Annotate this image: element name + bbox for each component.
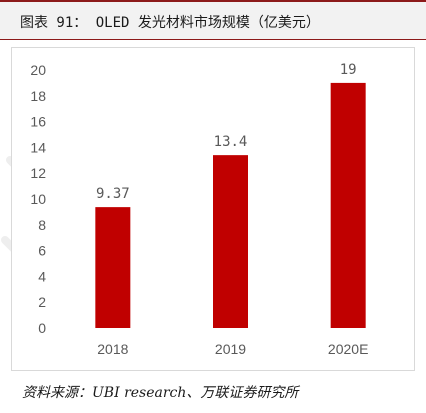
bar-chart: 0 2 4 6 8 10 12 14 16 18 20 9.37 13.4 19 2018 2019 202…: [30, 62, 368, 357]
data-label-2019: 13.4: [214, 134, 248, 150]
y-tick-label: 6: [38, 243, 46, 259]
chart-frame: 0 2 4 6 8 10 12 14 16 18 20 9.37 13.4 19 2018 2019 202…: [11, 47, 415, 371]
y-tick-label: 20: [30, 62, 46, 78]
figure-title-bar: 图表 91： OLED 发光材料市场规模（亿美元）: [0, 0, 426, 40]
x-tick-label-2019: 2019: [215, 341, 246, 357]
y-tick-label: 8: [38, 217, 46, 233]
y-tick-label: 18: [30, 88, 46, 104]
bars: [95, 82, 366, 329]
y-tick-label: 14: [30, 139, 46, 155]
y-tick-label: 0: [38, 320, 46, 336]
figure-title: 图表 91： OLED 发光材料市场规模（亿美元）: [20, 15, 320, 31]
y-tick-label: 10: [30, 191, 46, 207]
bar-2019: [213, 155, 248, 328]
bar-2020E: [330, 82, 366, 329]
data-labels: 9.37 13.4 19: [96, 62, 357, 202]
y-tick-label: 12: [30, 165, 46, 181]
y-tick-label: 16: [30, 114, 46, 130]
y-tick-label: 4: [38, 268, 46, 284]
y-tick-label: 2: [38, 294, 46, 310]
x-tick-label-2018: 2018: [97, 341, 128, 357]
data-label-2020E: 19: [340, 62, 357, 78]
y-axis: 0 2 4 6 8 10 12 14 16 18 20: [30, 62, 46, 336]
bar-2018: [95, 207, 131, 328]
x-tick-label-2020E: 2020E: [328, 341, 368, 357]
x-axis: 2018 2019 2020E: [97, 341, 368, 357]
source-note: 资料来源：UBI research、万联证券研究所: [22, 385, 299, 401]
data-label-2018: 9.37: [96, 186, 130, 202]
